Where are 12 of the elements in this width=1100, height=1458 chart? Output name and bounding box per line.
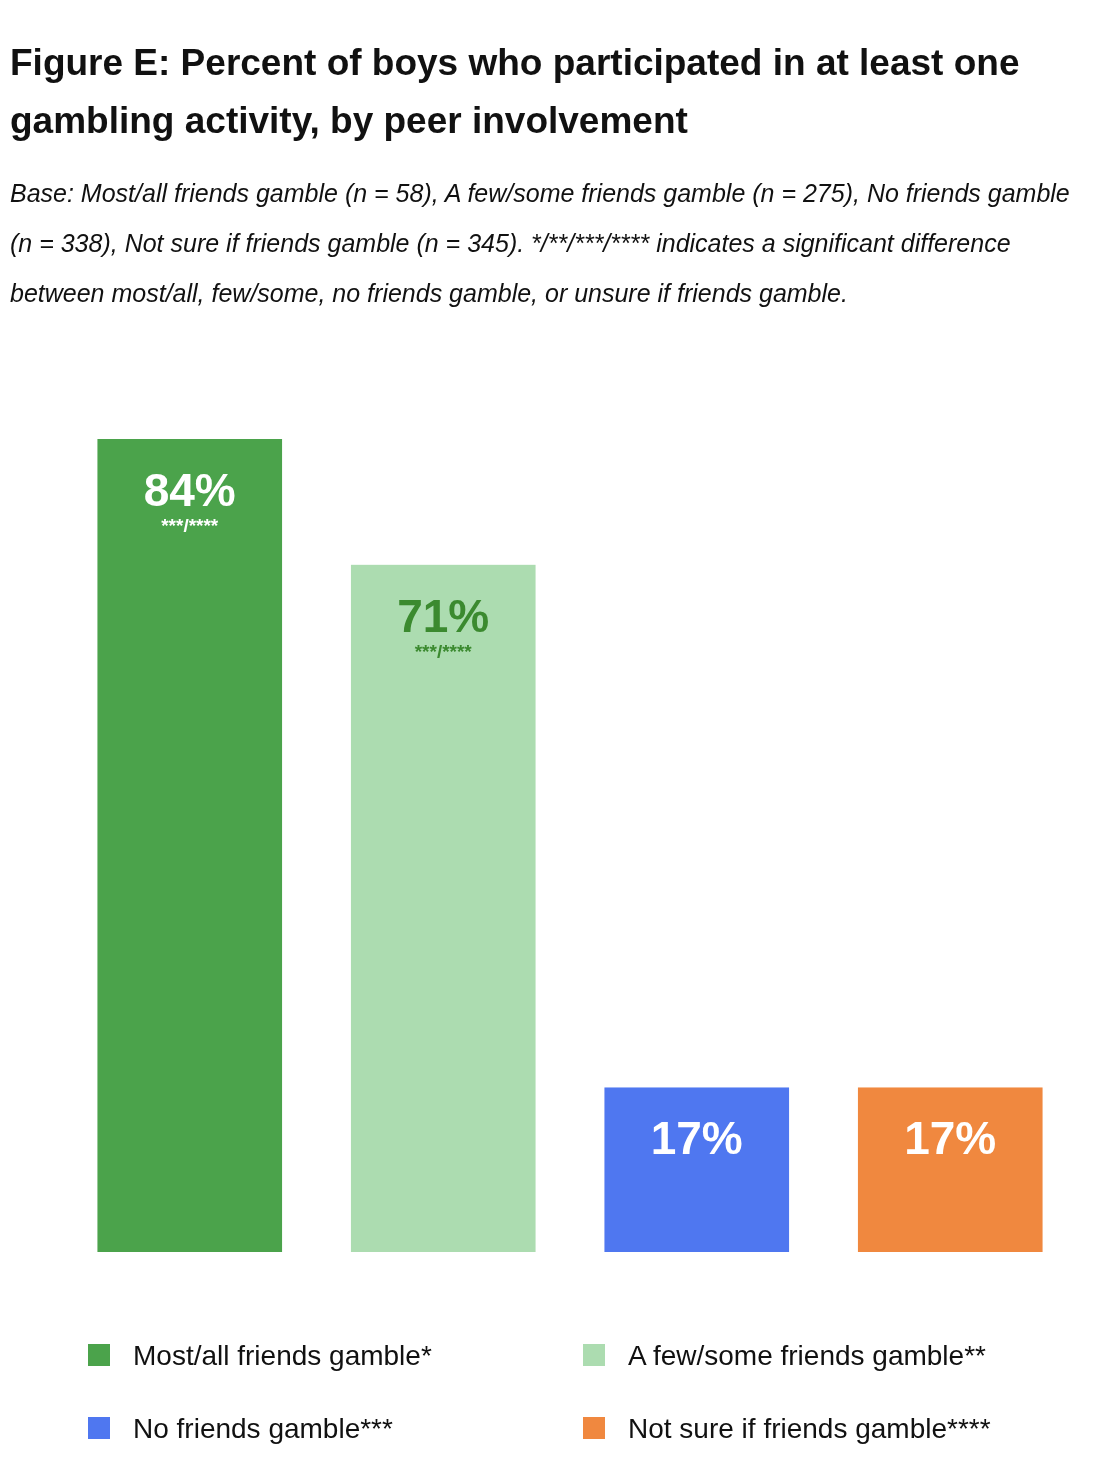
legend-label: Most/all friends gamble* (133, 1340, 432, 1371)
chart-subtitle: Base: Most/all friends gamble (n = 58), A few/some friends gamble (n = 275), No friends gamble (n = 338), Not sure if friends gamble (n = 345). */**/***/**** indicates a significant difference between most/all, few/some, no friends gamble, or unsure if friends gamble. (10, 178, 1071, 309)
data-label: 71% (397, 589, 490, 642)
data-label: 17% (904, 1112, 997, 1165)
chart-title: Figure E: Percent of boys who participated in at least one gambling activity, by peer involvement (10, 41, 1021, 143)
data-label: 17% (650, 1112, 743, 1165)
legend-label: No friends gamble*** (133, 1413, 394, 1444)
annotation: ***/**** (161, 515, 219, 536)
legend-label: A few/some friends gamble** (628, 1340, 987, 1371)
data-label: 84% (143, 464, 236, 516)
legend-label: Not sure if friends gamble**** (628, 1413, 991, 1444)
annotation: ***/**** (414, 640, 473, 662)
